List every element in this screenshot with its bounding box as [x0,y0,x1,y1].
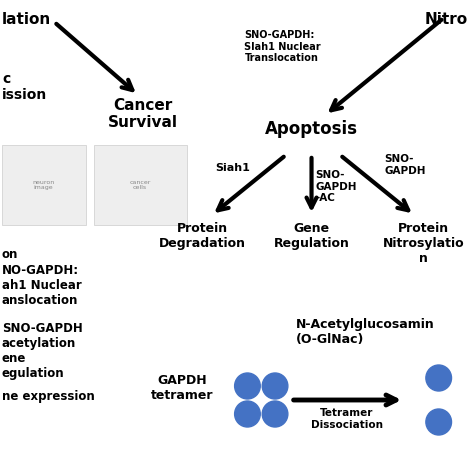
Ellipse shape [262,373,288,399]
Text: ene
egulation: ene egulation [2,352,64,380]
Text: Cancer
Survival: Cancer Survival [108,98,178,130]
Text: SNO-
GAPDH: SNO- GAPDH [384,154,426,176]
Ellipse shape [426,409,452,435]
Text: SNO-
GAPDH
-AC: SNO- GAPDH -AC [316,170,357,203]
Ellipse shape [426,365,452,391]
Text: ne expression: ne expression [2,390,95,403]
FancyBboxPatch shape [2,145,86,225]
Ellipse shape [235,373,260,399]
Ellipse shape [262,401,288,427]
Text: Nitro: Nitro [424,12,467,27]
Text: cancer
cells: cancer cells [129,180,151,191]
Text: Siah1: Siah1 [215,163,250,173]
Text: Tetramer
Dissociation: Tetramer Dissociation [311,408,383,429]
Text: Protein
Nitrosylatio
n: Protein Nitrosylatio n [383,222,465,265]
Text: Gene
Regulation: Gene Regulation [273,222,349,250]
Text: neuron
image: neuron image [32,180,55,191]
Text: c
ission: c ission [2,72,47,102]
Text: lation: lation [2,12,51,27]
Text: Protein
Degradation: Protein Degradation [159,222,246,250]
Text: Apoptosis: Apoptosis [265,120,358,138]
Text: SNO-GAPDH:
Slah1 Nuclear
Translocation: SNO-GAPDH: Slah1 Nuclear Translocation [245,30,321,63]
Text: GAPDH
tetramer: GAPDH tetramer [151,374,214,402]
Text: SNO-GAPDH
acetylation: SNO-GAPDH acetylation [2,322,83,350]
Ellipse shape [235,401,260,427]
Text: on: on [2,248,18,261]
Text: N-Acetylglucosamin
(O-GlNac): N-Acetylglucosamin (O-GlNac) [296,318,435,346]
Text: NO-GAPDH:
ah1 Nuclear
anslocation: NO-GAPDH: ah1 Nuclear anslocation [2,264,82,307]
FancyBboxPatch shape [94,145,187,225]
